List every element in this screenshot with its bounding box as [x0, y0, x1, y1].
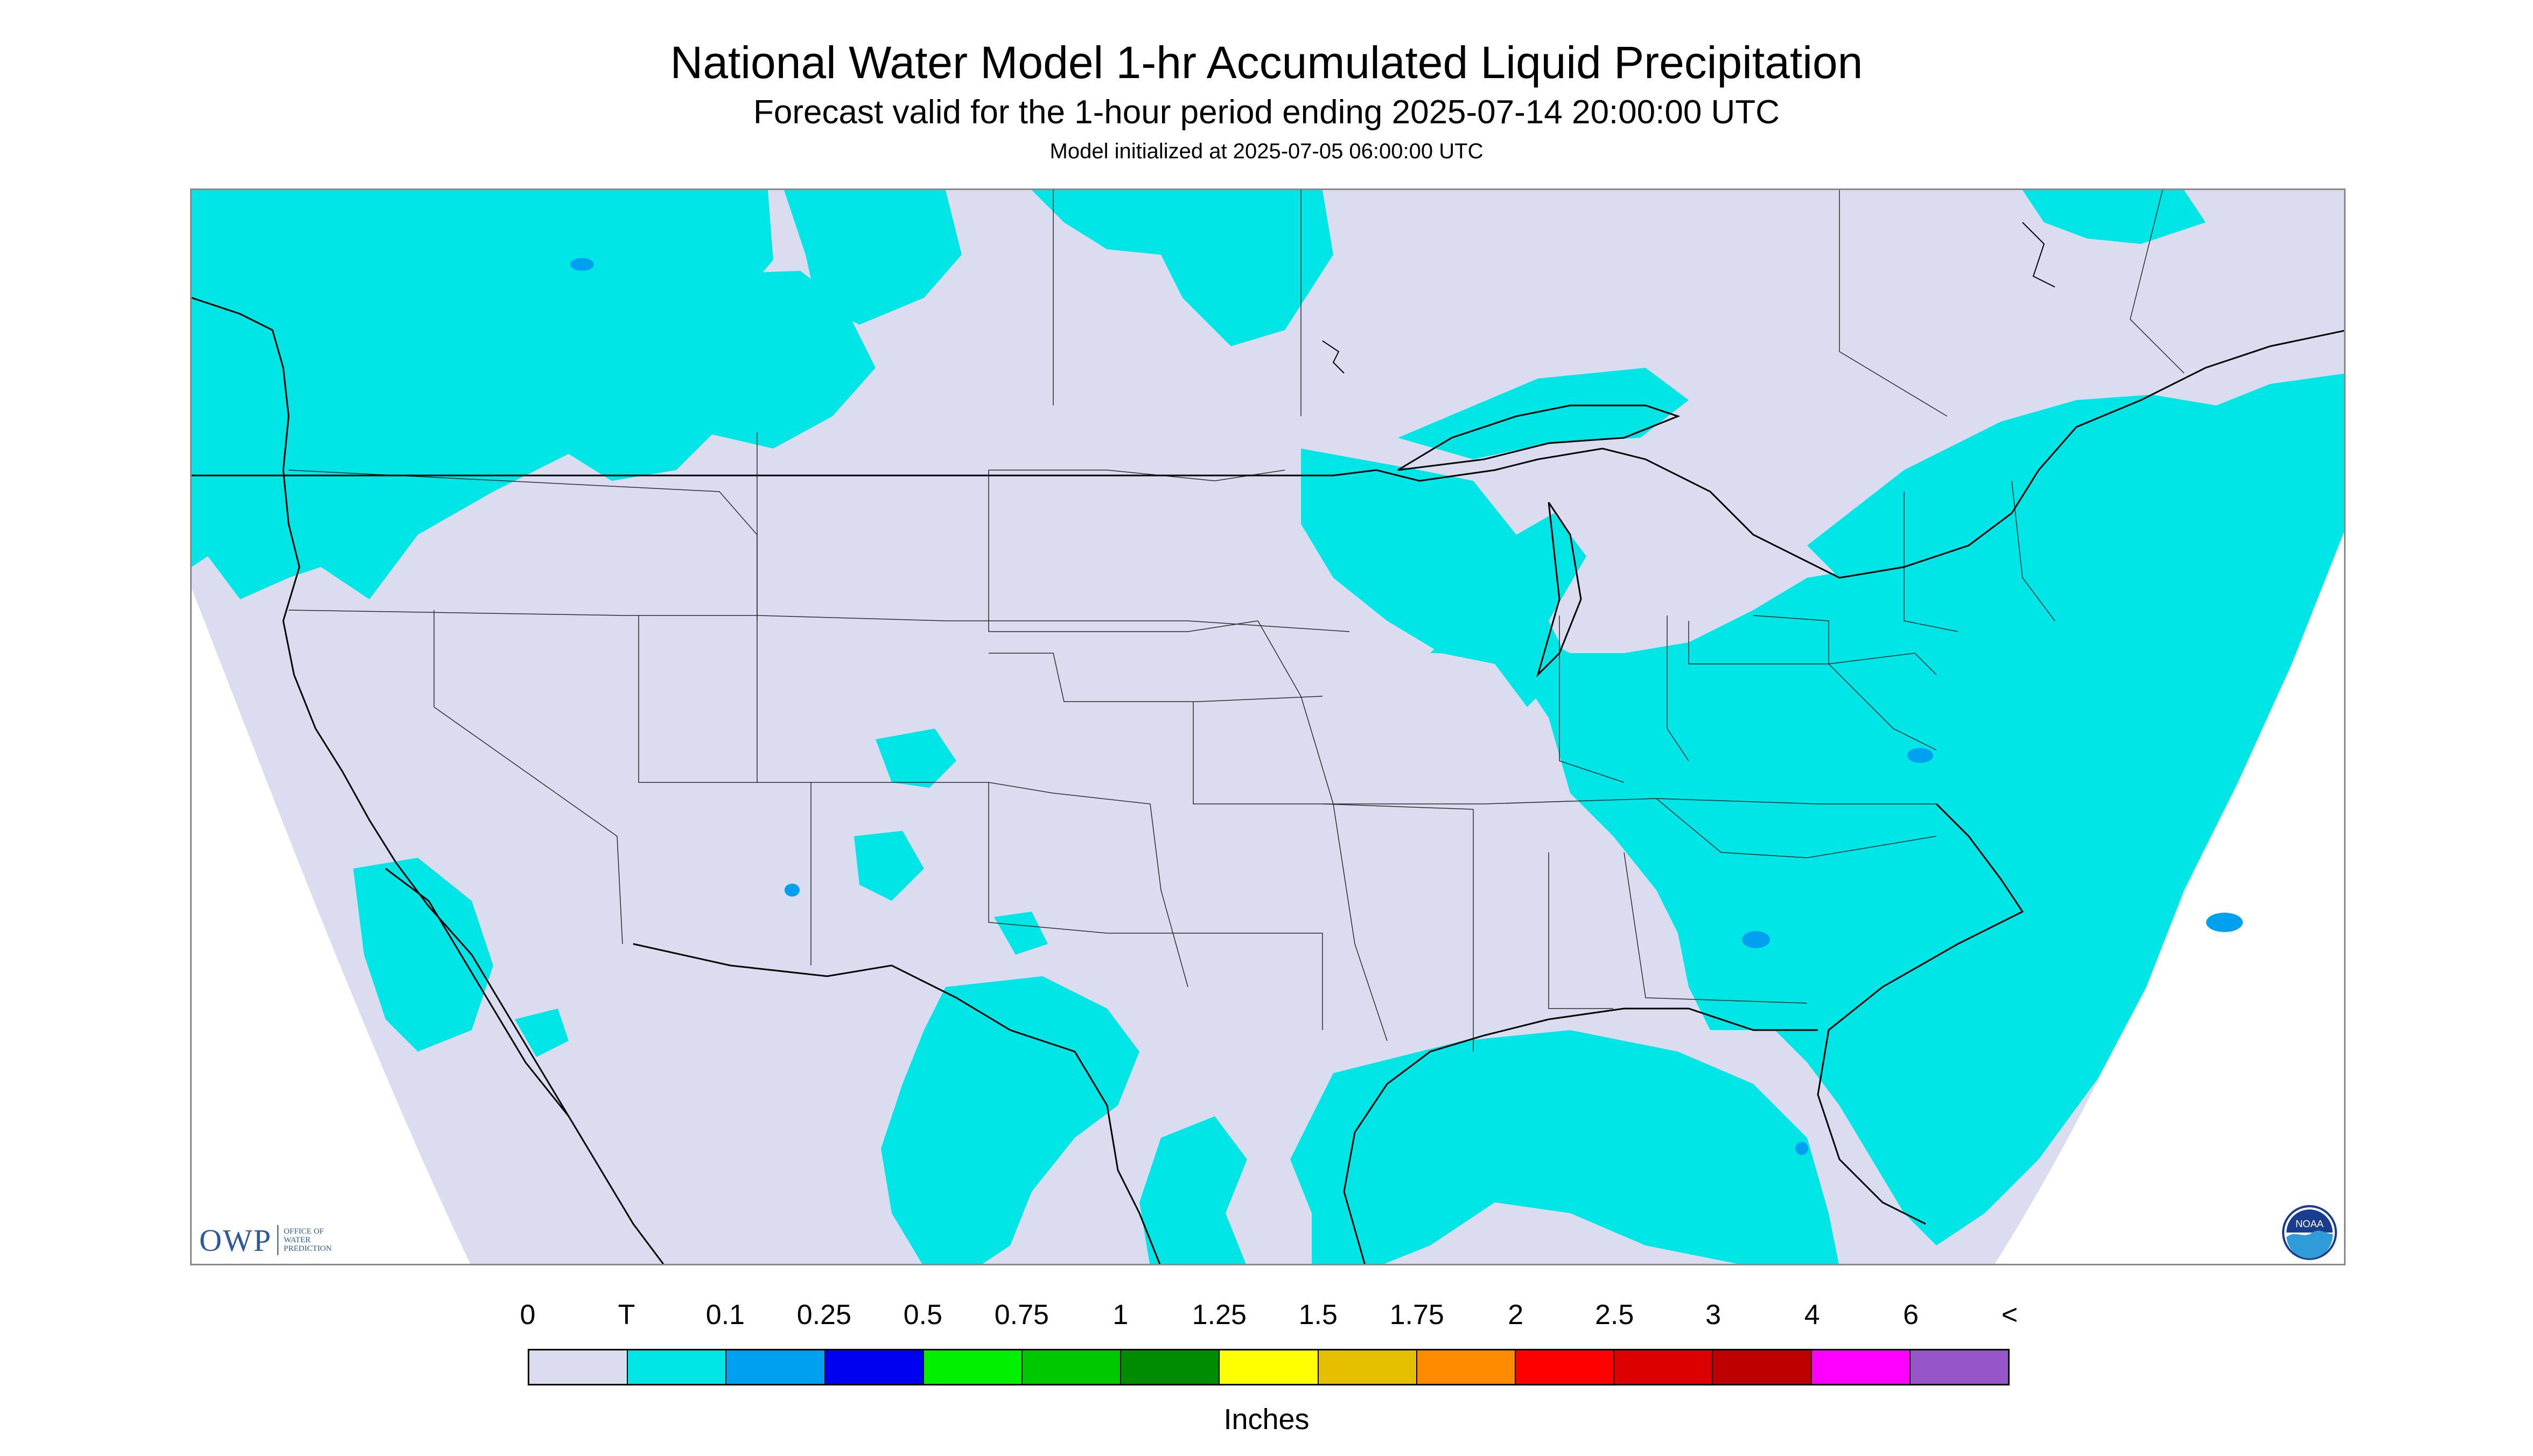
legend-units: Inches [1223, 1403, 1310, 1436]
legend-swatch [1713, 1350, 1812, 1384]
map-canvas [192, 190, 2344, 1264]
owp-logo: OWP OFFICE OF WATER PREDICTION [199, 1221, 343, 1259]
legend-swatch [1910, 1350, 2009, 1384]
legend-swatch [1417, 1350, 1516, 1384]
legend-label: 3 [1705, 1299, 1722, 1331]
legend-label: 1.5 [1298, 1299, 1338, 1331]
owp-logo-divider [277, 1225, 278, 1255]
model-init-text: Model initialized at 2025-07-05 06:00:00… [1049, 139, 1484, 163]
legend-swatch [1811, 1350, 1911, 1384]
legend-label: 1 [1112, 1299, 1129, 1331]
legend-swatch [1121, 1350, 1220, 1384]
legend-label: T [618, 1299, 635, 1331]
legend-swatch [1023, 1350, 1122, 1384]
legend-label: 2.5 [1594, 1299, 1634, 1331]
owp-logo-text: OWP [199, 1222, 272, 1258]
legend-swatch [529, 1350, 628, 1384]
legend-swatch [1516, 1350, 1615, 1384]
trace-precip-areas [192, 190, 2344, 1264]
legend-swatch [628, 1350, 727, 1384]
legend-label: 1.75 [1389, 1299, 1444, 1331]
legend-label: < [2001, 1299, 2018, 1331]
legend-label: 0.5 [903, 1299, 943, 1331]
noaa-logo-text: NOAA [2296, 1218, 2324, 1229]
canada-lakes [1322, 222, 2055, 374]
state-borders [288, 190, 2185, 1052]
legend-label: 0.75 [994, 1299, 1049, 1331]
legend-swatch [825, 1350, 924, 1384]
legend-swatch [923, 1350, 1023, 1384]
legend-swatch [726, 1350, 825, 1384]
owp-logo-subtext: OFFICE OF WATER PREDICTION [283, 1227, 332, 1253]
legend-label: 0.1 [705, 1299, 745, 1331]
chart-title: National Water Model 1-hr Accumulated Li… [670, 37, 1863, 88]
legend-label: 6 [1903, 1299, 1919, 1331]
coastlines [192, 297, 2344, 1264]
legend-label: 4 [1804, 1299, 1820, 1331]
light-precip-spots [570, 258, 2243, 1155]
legend-swatch [1318, 1350, 1417, 1384]
legend-label: 1.25 [1192, 1299, 1247, 1331]
precipitation-map [190, 188, 2346, 1265]
legend-colorbar [528, 1349, 2010, 1385]
noaa-logo-icon: NOAA [2282, 1205, 2337, 1260]
legend-swatch [1614, 1350, 1713, 1384]
legend-labels: 0 T 0.1 0.25 0.5 0.75 1 1.25 1.5 1.75 2 2.5 3 4 6 < [0, 1299, 2533, 1336]
legend-label: 2 [1508, 1299, 1524, 1331]
legend-label: 0 [520, 1299, 536, 1331]
legend-label: 0.25 [796, 1299, 851, 1331]
chart-subtitle: Forecast valid for the 1-hour period end… [753, 94, 1780, 131]
legend-swatch [1220, 1350, 1319, 1384]
